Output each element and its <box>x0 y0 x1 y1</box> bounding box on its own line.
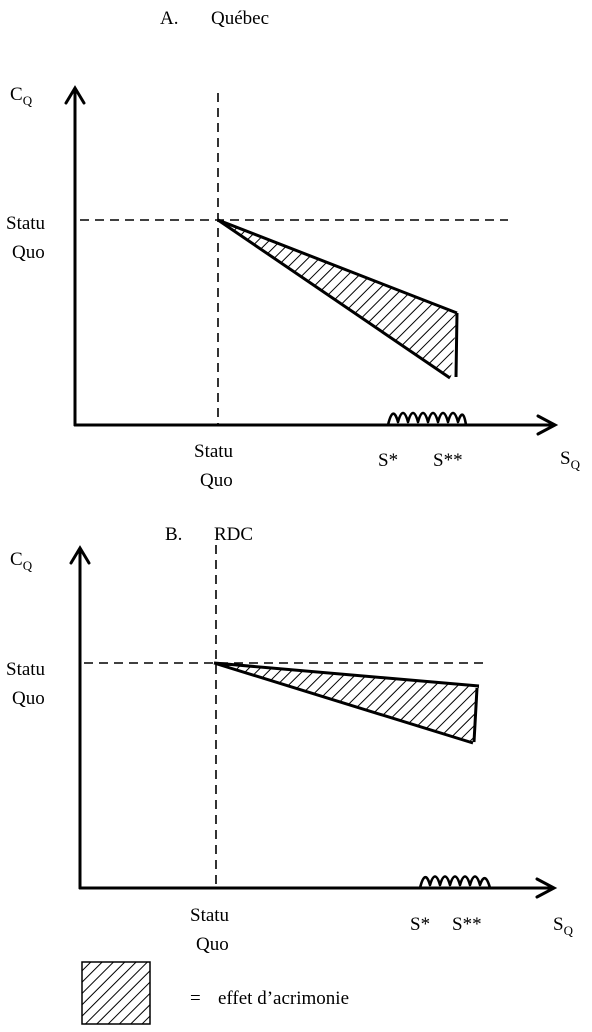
panel-b-x-quo-label: Quo <box>196 934 229 955</box>
panel-a-x-quo-label: Quo <box>200 470 233 491</box>
panel-b-s-star-label: S* <box>410 914 430 935</box>
panel-a-threshold-zigzag <box>386 411 468 426</box>
panel-a-x-axis-label: SQ <box>560 448 581 472</box>
legend-hatch-swatch <box>81 961 151 1025</box>
panel-b-letter: B. <box>165 524 182 545</box>
panel-a-title: Québec <box>211 8 269 29</box>
legend-equals-sign: = <box>190 988 201 1009</box>
legend: = effet d’acrimonie <box>81 961 349 1025</box>
panel-b-x-arrowhead <box>535 877 558 899</box>
panel-a-s-double-star-label: S** <box>433 450 463 471</box>
panel-b-title: RDC <box>214 524 253 545</box>
panel-b-y-axis-label: CQ <box>10 549 33 573</box>
panel-b-y-quo-label: Quo <box>12 688 45 709</box>
panel-b-threshold-zigzag <box>418 875 492 889</box>
panel-a-letter: A. <box>160 8 178 29</box>
panel-a-wedge-edges <box>217 218 459 380</box>
panel-b-wedge-edges <box>213 661 480 745</box>
panel-a: A. Québec CQ Statu Quo Statu Quo S* S** … <box>6 8 581 491</box>
panel-a-x-arrowhead <box>536 414 559 436</box>
panel-b-x-axis-label: SQ <box>553 914 574 938</box>
panel-a-y-quo-label: Quo <box>12 242 45 263</box>
panel-b-x-statu-label: Statu <box>190 905 230 926</box>
panel-a-s-star-label: S* <box>378 450 398 471</box>
panel-b-y-statu-label: Statu <box>6 659 46 680</box>
panel-b-y-arrowhead <box>69 545 91 565</box>
legend-label: effet d’acrimonie <box>218 988 349 1009</box>
panel-b: B. RDC CQ Statu Quo Statu Quo S* S** SQ <box>6 524 574 955</box>
panel-a-x-statu-label: Statu <box>194 441 234 462</box>
panel-a-y-arrowhead <box>64 85 86 105</box>
panel-a-y-statu-label: Statu <box>6 213 46 234</box>
panel-a-y-axis-label: CQ <box>10 84 33 108</box>
panel-b-s-double-star-label: S** <box>452 914 482 935</box>
